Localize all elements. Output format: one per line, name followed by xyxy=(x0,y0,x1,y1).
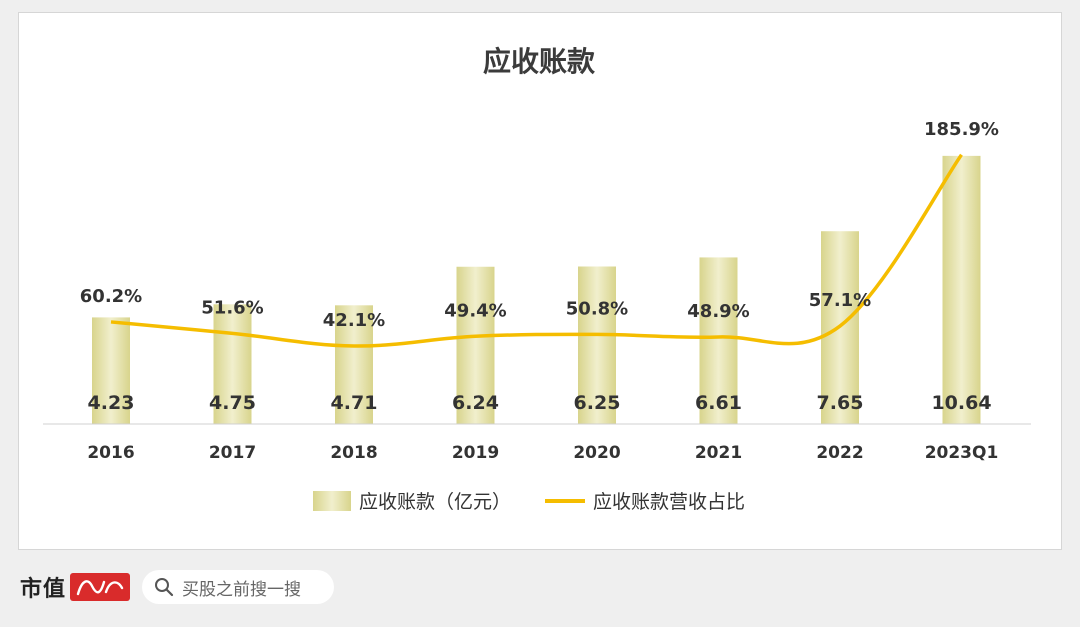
search-box[interactable]: 买股之前搜一搜 xyxy=(142,570,334,604)
search-placeholder: 买股之前搜一搜 xyxy=(182,579,301,600)
bar xyxy=(578,266,616,424)
search-icon xyxy=(155,578,174,597)
x-tick-label: 2017 xyxy=(209,443,256,463)
x-tick-label: 2020 xyxy=(573,443,620,463)
bar-value-label: 6.61 xyxy=(695,392,742,414)
bar xyxy=(456,266,495,424)
x-tick-label: 2019 xyxy=(452,443,499,463)
bar-value-label: 4.75 xyxy=(209,392,256,414)
legend: 应收账款（亿元） 应收账款营收占比 xyxy=(313,491,745,513)
legend-bar-swatch xyxy=(313,491,351,511)
bar xyxy=(942,155,981,424)
x-tick-label: 2018 xyxy=(330,443,377,463)
chart-card: 应收账款 4.23 60.2% 4.75 51.6% 4.71 42.1% 6.24 49.4… xyxy=(18,12,1062,550)
line-value-label: 60.2% xyxy=(80,286,142,307)
line-value-label: 48.9% xyxy=(687,301,749,322)
legend-line-label: 应收账款营收占比 xyxy=(593,491,745,513)
line-value-label: 42.1% xyxy=(323,310,385,331)
x-tick-label: 2023Q1 xyxy=(925,443,999,463)
brand-name: 市值 xyxy=(20,576,67,602)
bar-value-label: 7.65 xyxy=(817,392,864,414)
line-value-label: 51.6% xyxy=(201,297,263,318)
x-tick-label: 2022 xyxy=(816,443,863,463)
bar xyxy=(213,304,252,424)
bar xyxy=(335,305,373,424)
line-value-label: 57.1% xyxy=(809,290,871,311)
bar-value-label: 10.64 xyxy=(931,392,991,414)
ratio-line xyxy=(110,153,963,348)
brand-logo-mark xyxy=(76,580,124,596)
legend-bar-label: 应收账款（亿元） xyxy=(359,491,511,513)
chart-title: 应收账款 xyxy=(483,45,596,78)
footer-brand: 市值 xyxy=(20,566,131,608)
x-tick-label: 2021 xyxy=(695,443,742,463)
bar xyxy=(699,257,738,424)
line-value-label: 185.9% xyxy=(924,119,999,140)
bar-value-label: 4.23 xyxy=(88,392,135,414)
brand-logo xyxy=(70,573,131,601)
bar-value-label: 4.71 xyxy=(331,392,378,414)
combo-chart: 应收账款 4.23 60.2% 4.75 51.6% 4.71 42.1% 6.24 49.4… xyxy=(43,45,1031,513)
bar xyxy=(92,317,130,424)
line-value-label: 50.8% xyxy=(566,298,628,319)
bar-value-label: 6.25 xyxy=(574,392,621,414)
x-tick-label: 2016 xyxy=(87,443,134,463)
line-value-label: 49.4% xyxy=(444,300,506,321)
bar-value-label: 6.24 xyxy=(452,392,499,414)
